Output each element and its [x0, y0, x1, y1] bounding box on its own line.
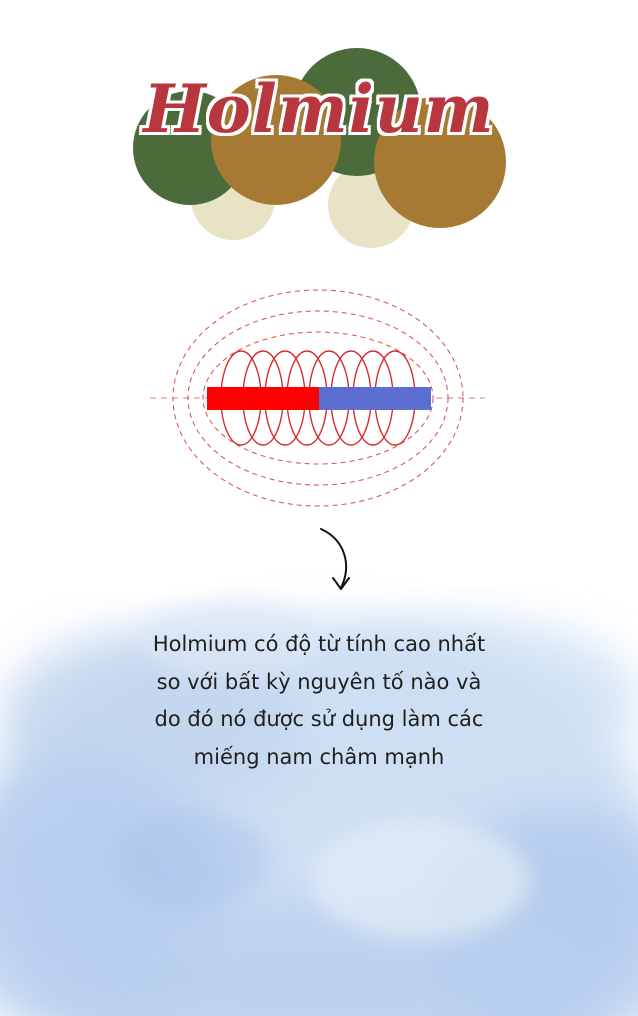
description-text: Holmium có độ từ tính cao nhất so với bấ… — [152, 632, 486, 769]
page-title: Holmium — [143, 70, 495, 148]
circle-brown-right — [374, 96, 506, 228]
curved-arrow-down-icon — [320, 528, 350, 590]
watercolor-background — [0, 600, 638, 1016]
magnet-north-pole — [207, 387, 319, 410]
circle-brown-left — [211, 75, 341, 205]
magnet-south-pole — [319, 387, 431, 410]
title-circles — [133, 48, 506, 248]
magnet-field-illustration — [150, 289, 485, 507]
field-lines — [172, 289, 464, 507]
